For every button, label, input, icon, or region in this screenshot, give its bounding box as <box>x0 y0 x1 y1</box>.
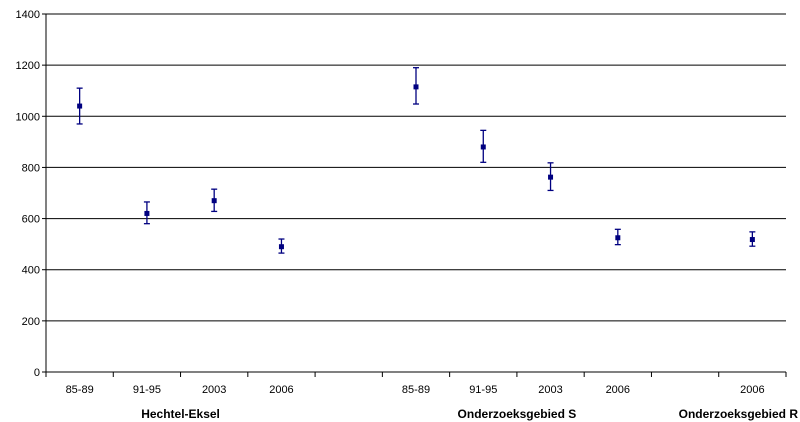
x-category-labels: 85-89 91-95 2003 2006 85-89 91-95 2003 2006 2006 <box>66 384 765 396</box>
x-group-label: Hechtel-Eksel <box>141 407 220 421</box>
x-category-label: 2003 <box>202 384 226 396</box>
data-point-marker <box>278 244 284 250</box>
data-point-marker <box>615 235 621 241</box>
y-tick-label: 1000 <box>16 111 40 123</box>
y-tick-labels: 0 200 400 600 800 1000 1200 1400 <box>16 9 40 379</box>
x-category-label: 2006 <box>606 384 630 396</box>
data-point-marker <box>480 144 486 150</box>
y-tick-label: 600 <box>22 214 40 226</box>
x-group-labels: Hechtel-Eksel Onderzoeksgebied S Onderzoek… <box>141 407 798 421</box>
x-category-label: 2003 <box>538 384 562 396</box>
x-category-label: 85-89 <box>402 384 430 396</box>
y-tick-label: 400 <box>22 265 40 277</box>
y-tick-label: 0 <box>34 367 40 379</box>
x-category-label: 2006 <box>269 384 293 396</box>
data-point-marker <box>77 103 83 109</box>
y-tick-label: 1400 <box>16 9 40 21</box>
x-category-label: 85-89 <box>66 384 94 396</box>
data-point-marker <box>211 198 217 204</box>
data-point-marker <box>413 84 419 90</box>
x-category-label: 2006 <box>740 384 764 396</box>
y-tick-label: 200 <box>22 316 40 328</box>
x-group-label: Onderzoeksgebied S <box>458 407 577 421</box>
gridlines <box>46 13 786 322</box>
x-category-label: 91-95 <box>469 384 497 396</box>
axes <box>42 13 787 377</box>
x-group-label: Onderzoeksgebied R <box>679 407 799 421</box>
y-tick-label: 800 <box>22 162 40 174</box>
y-tick-label: 1200 <box>16 60 40 72</box>
data-point-marker <box>749 237 755 243</box>
data-point-marker <box>144 210 150 216</box>
data-points <box>76 67 756 254</box>
data-point-marker <box>548 174 554 180</box>
x-category-label: 91-95 <box>133 384 161 396</box>
